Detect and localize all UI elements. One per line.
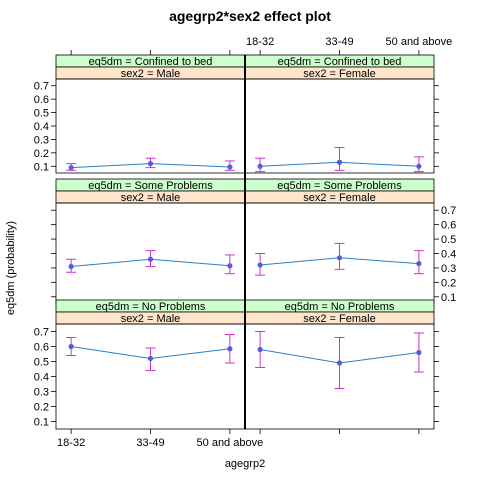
y-tick-label: 0.2 xyxy=(34,148,49,160)
panel-frame xyxy=(55,323,246,430)
strip-inner-label: sex2 = Male xyxy=(121,68,181,80)
axes-group: 0.10.20.30.40.50.60.70.10.20.30.40.50.60… xyxy=(34,36,457,449)
y-tick-label: 0.2 xyxy=(34,402,49,414)
x-tick-label-top: 50 and above xyxy=(386,36,453,48)
y-tick-label: 0.7 xyxy=(441,205,456,217)
y-tick-label: 0.1 xyxy=(34,161,49,173)
strip-outer-label: eq5dm = No Problems xyxy=(96,301,206,313)
strip-outer-label: eq5dm = Some Problems xyxy=(277,180,402,192)
y-tick-label: 0.3 xyxy=(34,387,49,399)
data-point xyxy=(336,255,343,261)
data-point xyxy=(147,161,154,167)
y-tick-label: 0.5 xyxy=(441,234,456,246)
y-tick-label: 0.1 xyxy=(34,417,49,429)
strip-inner-label: sex2 = Female xyxy=(303,192,375,204)
data-point xyxy=(336,159,343,165)
x-tick-label-top: 18-32 xyxy=(246,36,274,48)
x-axis-label: agegrp2 xyxy=(225,458,265,470)
y-tick-label: 0.4 xyxy=(34,372,49,384)
data-point xyxy=(227,346,233,352)
data-point xyxy=(68,343,74,350)
y-tick-label: 0.6 xyxy=(34,342,49,354)
strip-inner-label: sex2 = Male xyxy=(121,192,181,204)
data-point xyxy=(227,164,233,170)
data-point xyxy=(68,263,74,270)
data-point xyxy=(147,355,154,362)
y-tick-label: 0.5 xyxy=(34,357,49,369)
data-point xyxy=(336,360,343,366)
y-tick-label: 0.5 xyxy=(34,108,49,120)
x-tick-label-top: 33-49 xyxy=(325,36,353,48)
data-point xyxy=(257,262,263,268)
y-tick-label: 0.1 xyxy=(441,292,456,304)
y-tick-label: 0.4 xyxy=(34,121,49,133)
y-tick-label: 0.2 xyxy=(441,277,456,289)
data-point xyxy=(257,163,263,169)
chart-title: agegrp2*sex2 effect plot xyxy=(169,8,331,24)
data-point xyxy=(416,261,422,267)
data-point xyxy=(227,263,233,269)
y-tick-label: 0.6 xyxy=(34,94,49,106)
data-point xyxy=(68,165,74,171)
x-tick-label-bottom: 33-49 xyxy=(136,437,164,449)
y-tick-label: 0.6 xyxy=(441,220,456,232)
y-tick-label: 0.3 xyxy=(34,134,49,146)
y-tick-label: 0.7 xyxy=(34,81,49,93)
data-point xyxy=(416,349,422,356)
y-tick-label: 0.4 xyxy=(441,249,456,261)
data-point xyxy=(147,256,154,262)
y-tick-label: 0.3 xyxy=(441,263,456,275)
x-tick-label-bottom: 50 and above xyxy=(197,437,264,449)
data-point xyxy=(257,346,263,353)
strip-outer-label: eq5dm = No Problems xyxy=(285,301,395,313)
strip-outer-label: eq5dm = Some Problems xyxy=(88,180,213,192)
strip-inner-label: sex2 = Male xyxy=(121,313,181,325)
strip-inner-label: sex2 = Female xyxy=(303,313,375,325)
strip-outer-label: eq5dm = Confined to bed xyxy=(89,56,213,68)
y-axis-label: eq5dm (probability) xyxy=(5,221,17,315)
strip-inner-label: sex2 = Female xyxy=(303,68,375,80)
strip-outer-label: eq5dm = Confined to bed xyxy=(278,56,402,68)
error-bar xyxy=(334,146,345,171)
data-point xyxy=(416,163,422,169)
y-tick-label: 0.7 xyxy=(34,327,49,339)
x-tick-label-bottom: 18-32 xyxy=(57,437,85,449)
